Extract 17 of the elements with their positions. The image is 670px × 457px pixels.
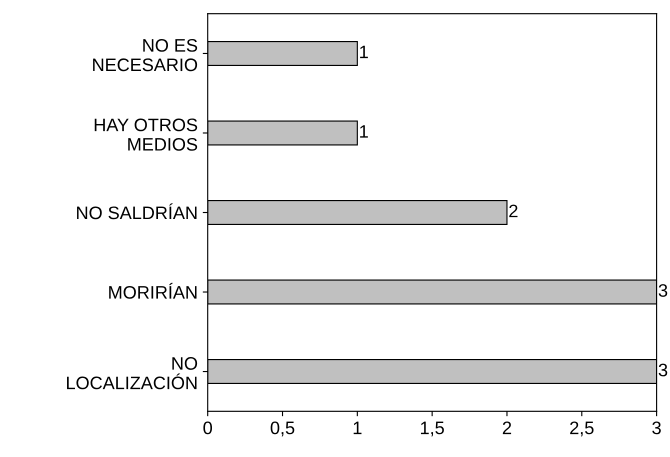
x-tick-label: 1,5 — [420, 422, 444, 436]
x-tick-label: 0 — [203, 422, 212, 434]
x-tick-label: 1 — [354, 422, 362, 434]
x-tick-label: 2 — [502, 422, 512, 434]
data-label: 2 — [509, 204, 518, 218]
data-label: 1 — [360, 125, 368, 138]
x-tick-label: 0,5 — [270, 422, 294, 436]
y-tick-label: NO ES NECESARIO — [93, 38, 198, 72]
y-tick-label: MORIRÍAN — [109, 282, 197, 299]
data-label: 3 — [658, 284, 668, 297]
data-label: 1 — [360, 46, 368, 58]
data-label: 3 — [658, 364, 668, 376]
x-tick-label: 3 — [652, 422, 661, 434]
y-tick-label: NO SALDRÍAN — [77, 203, 197, 220]
y-tick-label: NO LOCALIZACIÓN — [67, 357, 198, 390]
x-tick-label: 2,5 — [570, 422, 594, 436]
y-tick-label: HAY OTROS MEDIOS — [94, 118, 198, 151]
